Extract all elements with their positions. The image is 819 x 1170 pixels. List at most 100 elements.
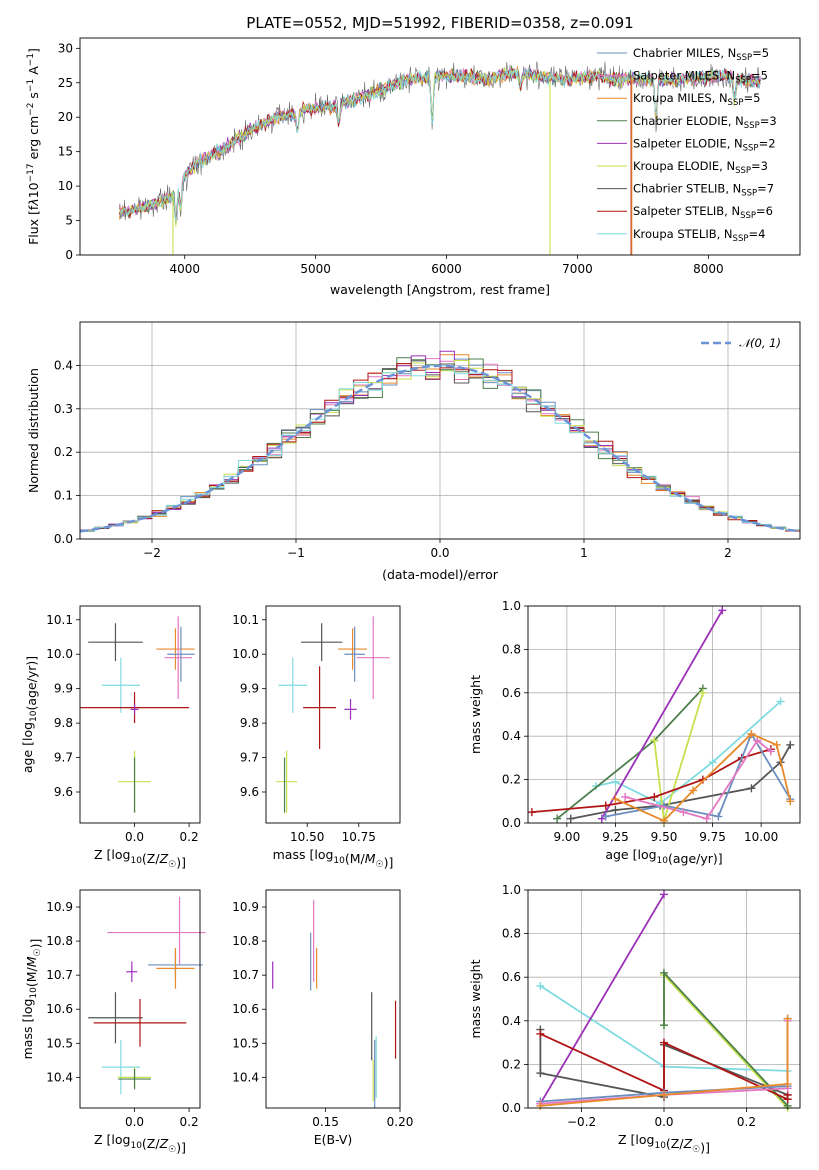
- y-tick-label: 9.8: [240, 716, 259, 730]
- y-tick-label: 10.8: [232, 934, 259, 948]
- y-tick-label: 15: [58, 145, 73, 159]
- x-tick-label: 7000: [562, 262, 593, 276]
- age-vs-metallicity-panel: 0.0 0.29.69.79.89.910.010.1Z [log10(Z/Z☉)…: [20, 605, 201, 870]
- y-tick-label: 0.1: [54, 489, 73, 503]
- label-subscript: ☉: [376, 860, 384, 870]
- legend-subscript: SSP: [728, 98, 744, 108]
- x-tick-label: 1: [580, 546, 588, 560]
- y-tick-label: 10.5: [232, 1036, 259, 1050]
- series-line: [539, 893, 665, 1105]
- series-line: [605, 731, 792, 818]
- axes-frame: [527, 605, 801, 824]
- legend-text: Kroupa MILES, N: [633, 91, 728, 105]
- label-part: −1: [26, 79, 36, 92]
- axes-frame: [265, 605, 401, 824]
- normal-reference-curve: [79, 364, 801, 533]
- axes-frame: [79, 605, 201, 824]
- y-axis-label: mass [log10(M/M☉)]: [20, 939, 43, 1060]
- mass-weight-vs-age-panel: 9.00 9.25 9.50 9.75 10.00 0.0 0.2 0.4 0.6 0.8 1.0 a…: [468, 599, 801, 866]
- y-tick-label: 10.0: [46, 647, 73, 661]
- legend-text: Kroupa STELIB, N: [633, 227, 733, 241]
- legend-entry: Kroupa MILES, NSSP=5: [633, 91, 760, 108]
- label-part: (age/yr)]: [668, 851, 723, 866]
- label-part: M: [24, 956, 39, 967]
- x-tick-label: 9.75: [699, 830, 726, 844]
- x-axis-label: E(B-V): [314, 1132, 353, 1147]
- legend-subscript: SSP: [736, 53, 752, 63]
- x-tick-label: 0.0: [125, 830, 144, 844]
- y-tick-label: 10.5: [46, 1036, 73, 1050]
- label-part: log: [637, 847, 656, 862]
- x-tick-label: 0.2: [180, 830, 199, 844]
- legend-text: =7: [757, 182, 774, 196]
- y-tick-label: 5: [65, 214, 73, 228]
- y-tick-label: 9.7: [240, 751, 259, 765]
- label-part: ]: [26, 48, 41, 53]
- legend-text: =2: [759, 136, 776, 150]
- label-part: −17: [26, 163, 36, 182]
- label-subscript: ☉: [168, 1145, 176, 1155]
- label-part: mass weight: [468, 675, 483, 754]
- y-axis-label: mass weight: [468, 959, 483, 1038]
- x-tick-label: 0.20: [387, 1115, 414, 1129]
- label-part: age [: [605, 847, 637, 862]
- label-part: 10: [26, 182, 41, 198]
- label-part: M: [365, 851, 376, 866]
- label-part: (Z/: [142, 1136, 160, 1151]
- label-part: s: [26, 92, 41, 103]
- y-tick-label: 0.4: [502, 729, 521, 743]
- legend-text: =4: [748, 227, 765, 241]
- figure-title: PLATE=0552, MJD=51992, FIBERID=0358, z=0…: [246, 14, 633, 32]
- label-part: )]: [384, 855, 394, 870]
- legend-subscript: SSP: [744, 121, 760, 131]
- x-tick-label: 0.0: [654, 1115, 673, 1129]
- x-axis-label: wavelength [Angstrom, rest frame]: [330, 282, 550, 297]
- label-part: mass weight: [468, 959, 483, 1038]
- y-axis-label: age [log10(age/yr)]: [20, 656, 39, 773]
- label-part: mass [: [273, 847, 315, 862]
- axes-frame: [79, 321, 801, 540]
- y-tick-label: 0.2: [54, 445, 73, 459]
- series-line: [601, 609, 724, 820]
- label-subscript: 10: [29, 710, 39, 722]
- label-part: )]: [28, 939, 43, 949]
- y-tick-label: 0.8: [502, 927, 521, 941]
- label-part: Z [: [618, 1132, 635, 1147]
- label-subscript: ☉: [168, 860, 176, 870]
- legend-text: Salpeter ELODIE, N: [633, 136, 743, 150]
- y-tick-label: 10.9: [232, 900, 259, 914]
- legend-text: =5: [752, 46, 769, 60]
- label-part: Z: [159, 1136, 169, 1151]
- legend-entry: Salpeter ELODIE, NSSP=2: [633, 136, 776, 153]
- label-part: age [: [20, 741, 35, 773]
- label-part: )]: [176, 1140, 186, 1155]
- y-tick-label: 0: [65, 248, 73, 262]
- legend-entry: Kroupa STELIB, NSSP=4: [633, 227, 765, 244]
- legend-subscript: SSP: [741, 189, 757, 199]
- series-line: [570, 744, 792, 820]
- y-tick-label: 1.0: [502, 883, 521, 897]
- y-tick-label: 1.0: [502, 599, 521, 613]
- y-tick-label: 9.6: [54, 785, 73, 799]
- y-tick-label: 0.6: [502, 970, 521, 984]
- mass-vs-reddening-panel: 0.15 0.20 10.4 10.5 10.6 10.7 10.8 10.9 E(B-V): [232, 889, 414, 1147]
- y-tick-label: 0.6: [502, 686, 521, 700]
- x-tick-label: 2: [724, 546, 732, 560]
- spectrum-panel: 4000 5000 6000 7000 8000 0 5 10 15 20 25 30 Flux [fλ…: [26, 37, 801, 297]
- axes-frame: [265, 889, 401, 1109]
- label-part: −2: [26, 103, 36, 116]
- label-part: mass [: [20, 1018, 35, 1060]
- residuals-panel: −2 −1 0.0 1 2 0.0 0.1 0.2 0.3 0.4 Normed distribut…: [26, 321, 801, 582]
- y-tick-label: 10.9: [46, 900, 73, 914]
- label-part: log: [20, 722, 35, 741]
- series-line: [615, 732, 792, 822]
- y-tick-label: 10: [58, 179, 73, 193]
- axes-frame: [79, 889, 201, 1109]
- legend-subscript: SSP: [733, 234, 749, 244]
- y-tick-label: 10.6: [232, 1002, 259, 1016]
- y-axis-label: Flux [fλ10−17 erg cm−2 s−1 A−1]: [26, 48, 41, 245]
- y-tick-label: 25: [58, 76, 73, 90]
- legend-text: =5: [743, 91, 760, 105]
- x-tick-label: 9.00: [553, 830, 580, 844]
- y-tick-label: 30: [58, 41, 73, 55]
